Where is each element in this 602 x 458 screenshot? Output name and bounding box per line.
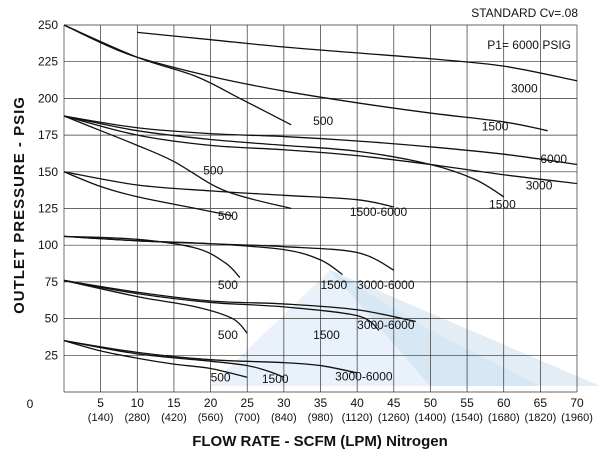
x-tick-label-lpm: (840) — [271, 412, 297, 424]
x-tick-label: 15 — [167, 396, 181, 410]
series-line — [63, 235, 241, 278]
x-tick-label-lpm: (980) — [308, 412, 334, 424]
series-line — [63, 235, 395, 271]
curve-label: 500 — [218, 278, 238, 292]
curve-label: 500 — [203, 164, 223, 178]
x-tick-label: 0 — [27, 397, 34, 411]
curve-label: 3000-6000 — [335, 369, 393, 383]
series-line — [137, 31, 578, 82]
y-axis-label: OUTLET PRESSURE - PSIG — [11, 96, 28, 314]
series-line — [63, 279, 416, 323]
x-tick-label: 65 — [534, 396, 548, 410]
series-line — [63, 279, 248, 334]
curve-label: 500 — [218, 328, 238, 342]
curve-labels: 3000 500 1500 6000 500 3000 1500 1500-6000 500 50… — [203, 82, 567, 387]
x-tick-label: 20 — [204, 396, 218, 410]
x-tick-label: 50 — [424, 396, 438, 410]
x-tick-label-lpm: (1820) — [524, 412, 556, 424]
curve-label: 1500 — [262, 372, 289, 386]
series-line — [63, 115, 578, 185]
x-tick-label: 10 — [131, 396, 145, 410]
tick-labels: 25 50 75 100 125 150 175 200 225 250 0 5 10 15 20 25 30 3… — [27, 18, 593, 424]
pressure-annotation: P1= 6000 PSIG — [487, 38, 571, 52]
x-tick-label-lpm: (700) — [234, 412, 260, 424]
x-tick-label: 25 — [241, 396, 255, 410]
series-line — [63, 339, 285, 378]
grid — [63, 24, 578, 393]
curve-label: 1500 — [482, 120, 509, 134]
curve-label: 1500 — [489, 198, 516, 212]
series-line — [63, 235, 343, 276]
x-tick-label-lpm: (1680) — [488, 412, 520, 424]
x-tick-label-lpm: (420) — [161, 412, 187, 424]
series-line — [63, 115, 292, 210]
x-tick-label: 5 — [97, 396, 104, 410]
curve-label: 3000 — [511, 82, 538, 96]
x-tick-label: 55 — [460, 396, 474, 410]
y-tick-label: 225 — [38, 55, 58, 69]
curve-label: 3000-6000 — [357, 318, 415, 332]
series-line — [63, 115, 578, 166]
series-line — [63, 171, 233, 217]
curves — [63, 24, 578, 378]
x-tick-label: 70 — [570, 396, 584, 410]
watermark — [210, 270, 600, 386]
x-tick-label: 40 — [350, 396, 364, 410]
x-tick-label-lpm: (1960) — [561, 412, 593, 424]
curve-label: 6000 — [540, 152, 567, 166]
x-tick-label: 45 — [387, 396, 401, 410]
x-axis-label: FLOW RATE - SCFM (LPM) Nitrogen — [192, 433, 448, 450]
y-tick-label: 50 — [45, 312, 59, 326]
series-line — [63, 24, 548, 132]
curve-label: 1500 — [313, 328, 340, 342]
watermark-shape — [330, 270, 600, 386]
series-line — [63, 24, 292, 126]
x-tick-label: 60 — [497, 396, 511, 410]
x-tick-label-lpm: (1120) — [342, 412, 373, 424]
y-tick-label: 250 — [38, 18, 58, 32]
x-tick-label-lpm: (560) — [198, 412, 224, 424]
y-tick-label: 25 — [45, 348, 59, 362]
curve-label: 1500 — [321, 278, 348, 292]
x-tick-label-lpm: (1400) — [415, 412, 447, 424]
x-tick-label-lpm: (280) — [124, 412, 150, 424]
y-tick-label: 125 — [38, 202, 58, 216]
y-tick-label: 200 — [38, 91, 58, 105]
series-line — [63, 115, 505, 198]
curve-label: 3000-6000 — [357, 278, 415, 292]
y-tick-label: 150 — [38, 165, 58, 179]
curve-label: 500 — [211, 371, 231, 385]
series-line — [63, 279, 380, 331]
curve-label: 1500-6000 — [350, 205, 408, 219]
y-tick-label: 75 — [45, 275, 59, 289]
x-tick-label: 35 — [314, 396, 328, 410]
x-tick-label-lpm: (1260) — [378, 412, 410, 424]
x-tick-label-lpm: (140) — [88, 412, 114, 424]
curve-label: 500 — [218, 209, 238, 223]
curve-label: 3000 — [526, 178, 553, 192]
curve-label: 500 — [313, 114, 333, 128]
series-line — [63, 171, 394, 208]
series-line — [63, 339, 248, 378]
x-tick-label: 30 — [277, 396, 291, 410]
series-line — [63, 339, 358, 374]
y-tick-label: 100 — [38, 238, 58, 252]
y-tick-label: 175 — [38, 128, 58, 142]
x-tick-label-lpm: (1540) — [451, 412, 483, 424]
chart-subtitle: STANDARD Cv=.08 — [471, 6, 578, 20]
